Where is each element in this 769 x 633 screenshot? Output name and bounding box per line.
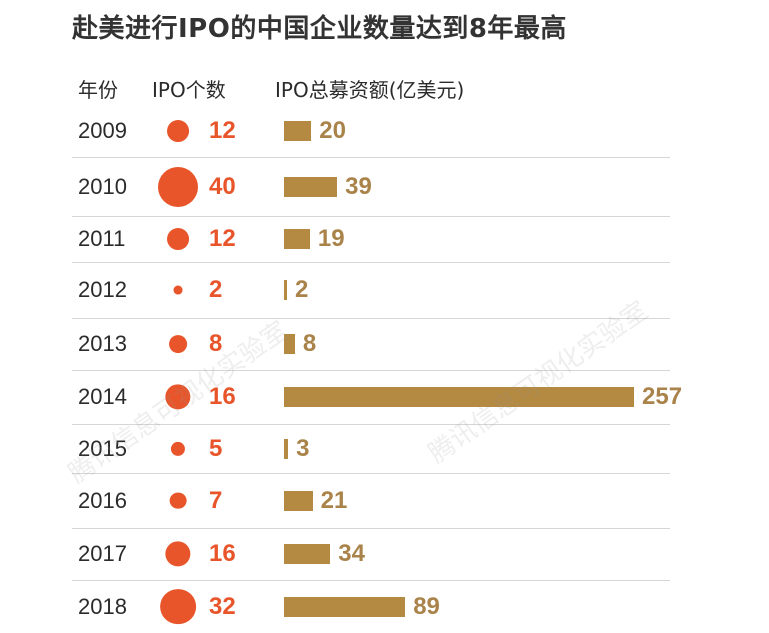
ipo-count-label: 32 xyxy=(209,592,236,620)
year-label: 2014 xyxy=(78,384,127,409)
table-row: 2012 2 2 xyxy=(72,262,670,319)
ipo-count-dot xyxy=(169,492,187,509)
year-label: 2015 xyxy=(78,435,127,461)
funds-bar xyxy=(284,121,312,141)
ipo-count-dot xyxy=(158,166,198,207)
year-label: 2017 xyxy=(78,541,127,566)
table-row: 2016 7 21 xyxy=(72,473,670,529)
funds-bar xyxy=(284,490,313,511)
ipo-count-label: 16 xyxy=(209,540,236,567)
table-row: 2018 32 89 xyxy=(72,580,670,633)
year-label: 2018 xyxy=(78,593,127,619)
table-row: 2014 16 257 xyxy=(72,370,682,425)
funds-bar xyxy=(284,544,331,564)
ipo-count-dot xyxy=(167,228,189,250)
year-label: 2009 xyxy=(78,118,127,143)
table-row: 2013 8 8 xyxy=(72,318,670,371)
year-label: 2011 xyxy=(78,226,126,251)
ipo-count-dot xyxy=(167,120,189,142)
funds-value-label: 20 xyxy=(319,117,346,144)
table-row: 2010 40 39 xyxy=(72,157,670,217)
funds-value-label: 21 xyxy=(320,486,348,514)
year-label: 2010 xyxy=(78,173,127,199)
funds-value-label: 2 xyxy=(295,276,309,303)
ipo-count-label: 40 xyxy=(209,172,236,200)
ipo-count-label: 12 xyxy=(209,225,236,252)
ipo-count-dot xyxy=(169,335,187,353)
ipo-count-label: 2 xyxy=(209,276,223,303)
column-header-ipo-funds: IPO总募资额(亿美元) xyxy=(275,78,465,102)
table-row: 2009 12 20 xyxy=(72,105,670,158)
funds-bar xyxy=(284,334,295,354)
ipo-count-label: 12 xyxy=(209,117,236,144)
table-row: 2017 16 34 xyxy=(72,528,670,581)
column-header-year: 年份 xyxy=(78,78,118,102)
table-row: 2015 5 3 xyxy=(72,424,670,474)
funds-bar xyxy=(284,387,634,407)
ipo-count-label: 16 xyxy=(209,383,236,410)
funds-value-label: 89 xyxy=(413,592,440,620)
ipo-count-dot xyxy=(170,441,186,456)
table-row: 2011 12 19 xyxy=(72,216,670,263)
ipo-count-dot xyxy=(160,588,196,625)
funds-bar xyxy=(284,280,287,300)
funds-value-label: 8 xyxy=(302,330,317,357)
funds-bar xyxy=(284,596,406,617)
year-label: 2012 xyxy=(78,277,127,302)
funds-value-label: 39 xyxy=(345,172,372,200)
ipo-count-dot xyxy=(165,541,191,567)
ipo-count-dot xyxy=(173,285,183,295)
year-label: 2013 xyxy=(78,331,127,356)
funds-bar xyxy=(284,438,289,459)
ipo-count-label: 7 xyxy=(209,486,223,514)
ipo-count-label: 5 xyxy=(209,434,223,462)
ipo-count-label: 8 xyxy=(209,330,223,357)
funds-bar xyxy=(284,176,338,197)
chart-title: 赴美进行IPO的中国企业数量达到8年最高 xyxy=(72,14,567,44)
funds-value-label: 34 xyxy=(338,540,365,567)
funds-value-label: 257 xyxy=(642,383,683,410)
year-label: 2016 xyxy=(78,487,127,513)
funds-value-label: 19 xyxy=(317,225,345,252)
funds-value-label: 3 xyxy=(296,434,310,462)
column-header-ipo-count: IPO个数 xyxy=(152,78,226,102)
funds-bar xyxy=(284,229,310,249)
ipo-count-dot xyxy=(165,384,191,410)
